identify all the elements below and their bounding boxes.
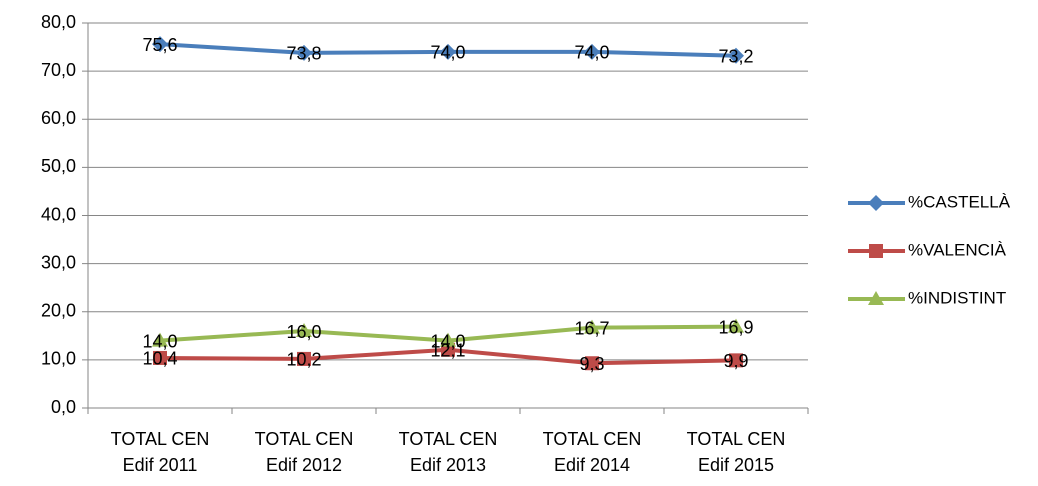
marker [729, 353, 743, 368]
x-tick-label: TOTAL CEN Edif 2012 [254, 429, 354, 475]
data-label: 16,0 [286, 322, 321, 342]
legend-label: %VALENCIÀ [908, 240, 1007, 259]
data-label: 14,0 [430, 331, 465, 351]
data-label: 73,2 [718, 46, 753, 66]
y-tick-label: 80,0 [41, 12, 76, 32]
x-tick-label: TOTAL CEN Edif 2015 [686, 429, 786, 475]
data-label: 9,9 [723, 351, 748, 371]
data-label: 73,8 [286, 44, 321, 64]
y-tick-label: 10,0 [41, 349, 76, 369]
marker [584, 319, 600, 334]
x-tick-label: TOTAL CEN Edif 2013 [398, 429, 498, 475]
data-label: 16,7 [574, 318, 609, 338]
y-tick-label: 50,0 [41, 156, 76, 176]
marker [440, 332, 456, 347]
marker [152, 332, 168, 347]
data-label: 14,0 [142, 331, 177, 351]
data-label: 74,0 [574, 43, 609, 63]
marker [728, 47, 744, 64]
legend-label: %CASTELLÀ [908, 192, 1011, 211]
marker [869, 244, 883, 258]
legend-label: %INDISTINT [908, 288, 1006, 307]
marker [297, 351, 311, 366]
y-tick-label: 0,0 [51, 397, 76, 417]
data-label: 16,9 [718, 317, 753, 337]
marker [584, 43, 600, 60]
data-label: 75,6 [142, 35, 177, 55]
y-tick-label: 30,0 [41, 252, 76, 272]
y-tick-label: 60,0 [41, 108, 76, 128]
marker [585, 356, 599, 371]
y-tick-label: 40,0 [41, 204, 76, 224]
marker [868, 291, 884, 305]
x-tick-label: TOTAL CEN Edif 2011 [110, 429, 210, 475]
y-tick-label: 70,0 [41, 60, 76, 80]
marker [728, 318, 744, 333]
marker [868, 195, 884, 211]
data-label: 12,1 [430, 341, 465, 361]
data-label: 9,3 [579, 354, 604, 374]
marker [296, 323, 312, 337]
marker [153, 350, 167, 365]
x-tick-label: TOTAL CEN Edif 2014 [542, 429, 642, 475]
marker [152, 36, 168, 53]
y-tick-label: 20,0 [41, 301, 76, 321]
data-label: 10,4 [142, 349, 177, 369]
marker [440, 43, 456, 60]
data-label: 74,0 [430, 43, 465, 63]
marker [296, 44, 312, 61]
data-label: 10,2 [286, 350, 321, 370]
